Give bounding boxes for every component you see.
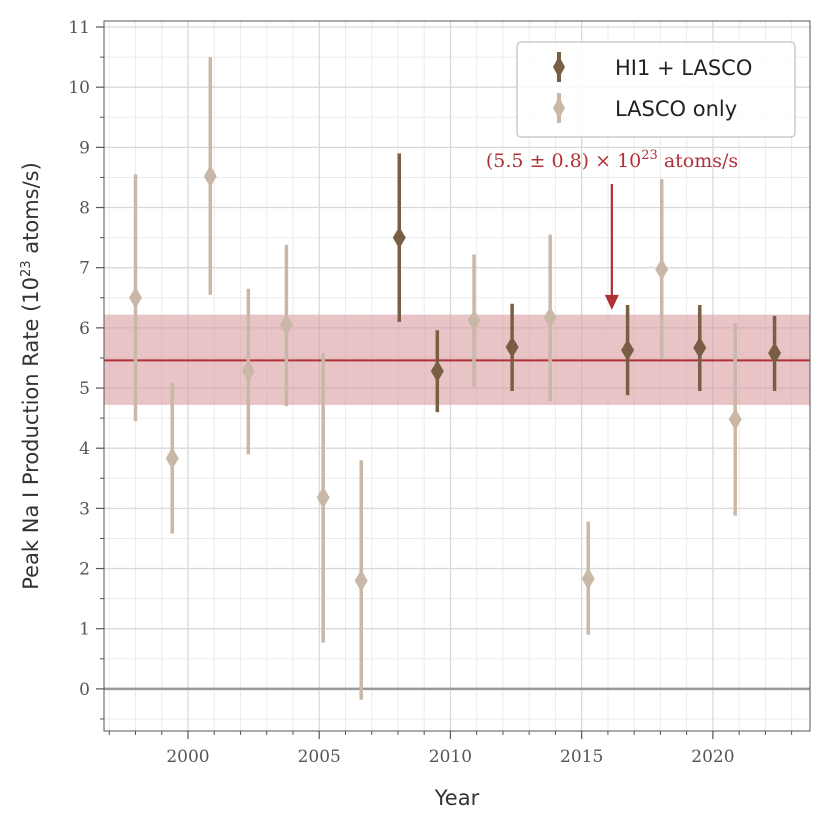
marker-hi1-lasco-3 [621, 339, 635, 362]
x-tick-label-2010: 2010 [429, 747, 472, 767]
plot-frame [103, 20, 811, 732]
y-tick-label-5: 5 [79, 379, 90, 399]
mean-annotation-superscript: 23 [641, 148, 658, 163]
y-tick-label-7: 7 [79, 259, 90, 279]
y-tick-label-3: 3 [79, 499, 90, 519]
mean-annotation-label: (5.5 ± 0.8) × 1023 atoms/s [486, 148, 738, 172]
mean-band-layer [104, 314, 810, 405]
legend-label-hi1-lasco: HI1 + LASCO [615, 56, 752, 80]
y-tick-label-4: 4 [79, 439, 90, 459]
marker-lasco-only-10 [655, 258, 669, 281]
mean-annotation-prefix: (5.5 ± 0.8) × 10 [486, 150, 641, 172]
y-tick-label-9: 9 [79, 138, 90, 158]
marker-hi1-lasco-0 [392, 226, 406, 249]
marker-lasco-only-7 [467, 309, 481, 332]
legend-box [516, 41, 796, 138]
mean-annotation-suffix: atoms/s [658, 150, 738, 172]
mean-annotation: (5.5 ± 0.8) × 1023 atoms/s [486, 148, 738, 310]
x-tick-label-2015: 2015 [560, 747, 603, 767]
legend-marker-hi1-lasco [553, 56, 565, 78]
annotation-arrow-head [604, 294, 619, 310]
legend-entry-hi1-lasco: HI1 + LASCO [553, 52, 752, 82]
legend: HI1 + LASCO LASCO only [516, 41, 796, 138]
data-points-layer [128, 57, 782, 700]
y-tick-label-11: 11 [68, 18, 90, 38]
y-axis-title-main: Peak Na I Production Rate (10 [19, 277, 43, 590]
legend-label-lasco-only: LASCO only [615, 97, 737, 121]
marker-lasco-only-9 [581, 567, 595, 590]
x-tick-label-2020: 2020 [691, 747, 734, 767]
marker-lasco-only-11 [728, 408, 742, 431]
legend-marker-lasco-only [553, 97, 565, 119]
marker-lasco-only-3 [241, 360, 255, 383]
marker-hi1-lasco-4 [693, 336, 707, 359]
y-tick-label-8: 8 [79, 199, 90, 219]
x-tick-label-2000: 2000 [166, 747, 209, 767]
y-tick-label-2: 2 [79, 560, 90, 580]
marker-lasco-only-4 [279, 313, 293, 336]
marker-hi1-lasco-1 [430, 360, 444, 383]
y-axis-title: Peak Na I Production Rate (1023 atoms/s) [19, 162, 43, 590]
y-tick-label-10: 10 [68, 78, 90, 98]
x-axis-title: Year [434, 786, 480, 810]
y-axis-title-tail: atoms/s) [19, 162, 43, 260]
marker-lasco-only-2 [203, 165, 217, 188]
marker-hi1-lasco-5 [768, 342, 782, 365]
marker-lasco-only-8 [543, 306, 557, 329]
marker-lasco-only-5 [316, 486, 330, 509]
y-axis-title-superscript: 23 [19, 260, 34, 277]
legend-entry-lasco-only: LASCO only [553, 93, 737, 123]
y-tick-label-0: 0 [79, 680, 90, 700]
marker-lasco-only-1 [165, 447, 179, 470]
marker-hi1-lasco-2 [505, 336, 519, 359]
marker-lasco-only-0 [128, 286, 142, 309]
y-tick-label-1: 1 [79, 620, 90, 640]
marker-lasco-only-6 [354, 569, 368, 592]
y-tick-label-6: 6 [79, 319, 90, 339]
x-tick-label-2005: 2005 [298, 747, 341, 767]
